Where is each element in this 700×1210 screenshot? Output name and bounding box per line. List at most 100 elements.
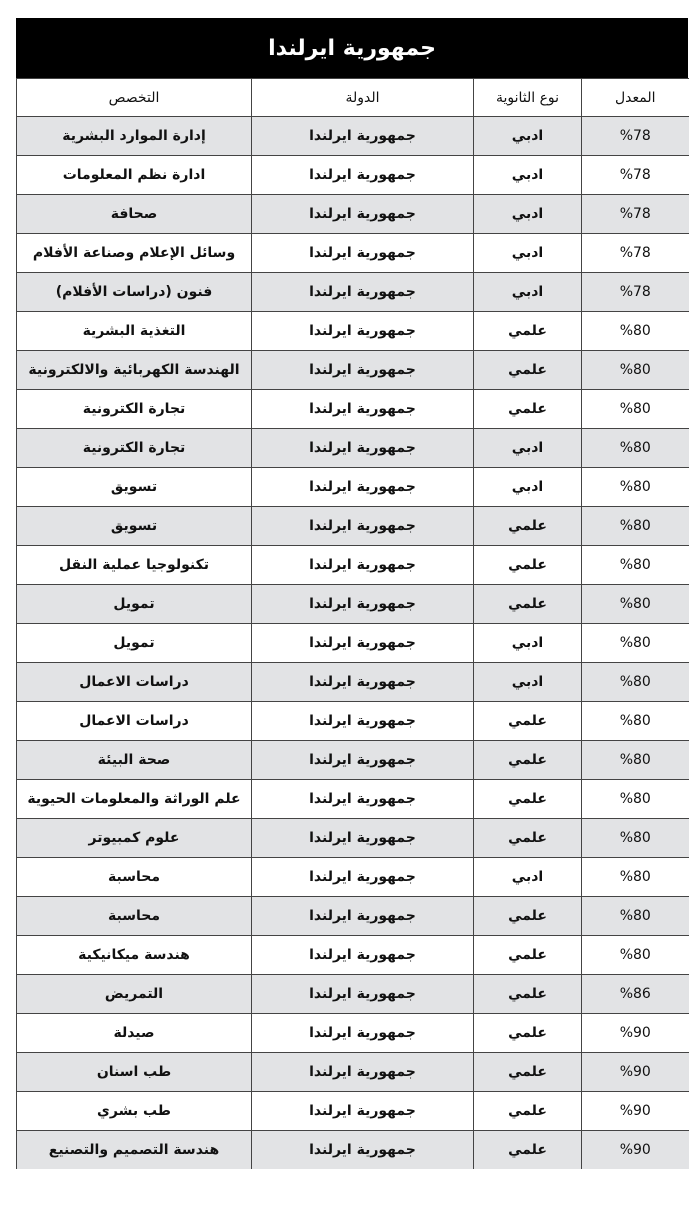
header-country: الدولة — [251, 78, 474, 117]
rate-cell: %80 — [581, 506, 689, 546]
major-cell: دراسات الاعمال — [16, 701, 252, 741]
rate-cell: %80 — [581, 701, 689, 741]
school-type-cell: ادبي — [473, 272, 582, 312]
school-type-cell: علمي — [473, 1052, 582, 1092]
country-cell: جمهورية ايرلندا — [251, 740, 474, 780]
school-type-cell: علمي — [473, 1013, 582, 1053]
rate-cell: %80 — [581, 740, 689, 780]
table-row: %80 علمي جمهورية ايرلندا صحة البيئة — [16, 740, 689, 780]
rate-cell: %80 — [581, 779, 689, 819]
rate-cell: %80 — [581, 350, 689, 390]
country-cell: جمهورية ايرلندا — [251, 350, 474, 390]
school-type-cell: علمي — [473, 818, 582, 858]
country-cell: جمهورية ايرلندا — [251, 1130, 474, 1169]
country-cell: جمهورية ايرلندا — [251, 584, 474, 624]
table-row: %80 علمي جمهورية ايرلندا تكنولوجيا عملية ال… — [16, 545, 689, 585]
major-cell: طب بشري — [16, 1091, 252, 1131]
country-cell: جمهورية ايرلندا — [251, 233, 474, 273]
rate-cell: %78 — [581, 155, 689, 195]
country-cell: جمهورية ايرلندا — [251, 155, 474, 195]
rate-cell: %80 — [581, 818, 689, 858]
major-cell: دراسات الاعمال — [16, 662, 252, 702]
country-cell: جمهورية ايرلندا — [251, 428, 474, 468]
rate-cell: %80 — [581, 896, 689, 936]
rate-cell: %86 — [581, 974, 689, 1014]
major-cell: طب اسنان — [16, 1052, 252, 1092]
rate-cell: %80 — [581, 545, 689, 585]
country-cell: جمهورية ايرلندا — [251, 389, 474, 429]
country-cell: جمهورية ايرلندا — [251, 272, 474, 312]
rate-cell: %78 — [581, 272, 689, 312]
table-row: %80 ادبي جمهورية ايرلندا تمويل — [16, 623, 689, 663]
major-cell: صحة البيئة — [16, 740, 252, 780]
school-type-cell: ادبي — [473, 623, 582, 663]
table-row: %80 علمي جمهورية ايرلندا علم الوراثة والمعل… — [16, 779, 689, 819]
school-type-cell: علمي — [473, 506, 582, 546]
school-type-cell: علمي — [473, 974, 582, 1014]
country-cell: جمهورية ايرلندا — [251, 194, 474, 234]
rate-cell: %80 — [581, 935, 689, 975]
major-cell: صحافة — [16, 194, 252, 234]
table-row: %78 ادبي جمهورية ايرلندا وسائل الإعلام وصنا… — [16, 233, 689, 273]
country-cell: جمهورية ايرلندا — [251, 116, 474, 156]
major-cell: تجارة الكترونية — [16, 428, 252, 468]
school-type-cell: ادبي — [473, 155, 582, 195]
major-cell: تمويل — [16, 584, 252, 624]
school-type-cell: ادبي — [473, 194, 582, 234]
major-cell: ادارة نظم المعلومات — [16, 155, 252, 195]
header-major: التخصص — [16, 78, 252, 117]
rate-cell: %80 — [581, 389, 689, 429]
table-row: %80 ادبي جمهورية ايرلندا دراسات الاعمال — [16, 662, 689, 702]
table-row: %80 ادبي جمهورية ايرلندا محاسبة — [16, 857, 689, 897]
school-type-cell: علمي — [473, 389, 582, 429]
major-cell: محاسبة — [16, 857, 252, 897]
table-row: %80 علمي جمهورية ايرلندا هندسة ميكانيكية — [16, 935, 689, 975]
school-type-cell: علمي — [473, 896, 582, 936]
rate-cell: %78 — [581, 194, 689, 234]
rate-cell: %90 — [581, 1052, 689, 1092]
school-type-cell: علمي — [473, 311, 582, 351]
country-cell: جمهورية ايرلندا — [251, 701, 474, 741]
school-type-cell: علمي — [473, 1091, 582, 1131]
rate-cell: %80 — [581, 662, 689, 702]
table-row: %78 ادبي جمهورية ايرلندا فنون (دراسات الأفل… — [16, 272, 689, 312]
country-cell: جمهورية ايرلندا — [251, 857, 474, 897]
header-rate: المعدل — [581, 78, 689, 117]
school-type-cell: ادبي — [473, 428, 582, 468]
table-row: %78 ادبي جمهورية ايرلندا صحافة — [16, 194, 689, 234]
table-row: %90 علمي جمهورية ايرلندا هندسة التصميم والت… — [16, 1130, 689, 1169]
table-row: %78 ادبي جمهورية ايرلندا ادارة نظم المعلوما… — [16, 155, 689, 195]
admissions-table-panel: جمهورية ايرلندا المعدل نوع الثانوية الدو… — [16, 18, 689, 1169]
rate-cell: %78 — [581, 233, 689, 273]
major-cell: هندسة ميكانيكية — [16, 935, 252, 975]
major-cell: تسويق — [16, 506, 252, 546]
header-row: المعدل نوع الثانوية الدولة التخصص — [16, 78, 689, 117]
table-row: %80 ادبي جمهورية ايرلندا تسويق — [16, 467, 689, 507]
country-cell: جمهورية ايرلندا — [251, 506, 474, 546]
school-type-cell: ادبي — [473, 116, 582, 156]
country-cell: جمهورية ايرلندا — [251, 1052, 474, 1092]
major-cell: صيدلة — [16, 1013, 252, 1053]
school-type-cell: علمي — [473, 1130, 582, 1169]
table-row: %90 علمي جمهورية ايرلندا طب اسنان — [16, 1052, 689, 1092]
country-cell: جمهورية ايرلندا — [251, 662, 474, 702]
country-cell: جمهورية ايرلندا — [251, 896, 474, 936]
major-cell: الهندسة الكهربائية والالكترونية — [16, 350, 252, 390]
major-cell: فنون (دراسات الأفلام) — [16, 272, 252, 312]
rate-cell: %90 — [581, 1091, 689, 1131]
major-cell: تكنولوجيا عملية النقل — [16, 545, 252, 585]
school-type-cell: علمي — [473, 584, 582, 624]
major-cell: التمريض — [16, 974, 252, 1014]
school-type-cell: ادبي — [473, 662, 582, 702]
table-row: %80 علمي جمهورية ايرلندا الهندسة الكهربائية… — [16, 350, 689, 390]
table-row: %80 علمي جمهورية ايرلندا التغذية البشرية — [16, 311, 689, 351]
table-row: %90 علمي جمهورية ايرلندا طب بشري — [16, 1091, 689, 1131]
country-cell: جمهورية ايرلندا — [251, 623, 474, 663]
table-row: %80 ادبي جمهورية ايرلندا تجارة الكترونية — [16, 428, 689, 468]
country-cell: جمهورية ايرلندا — [251, 467, 474, 507]
rate-cell: %80 — [581, 584, 689, 624]
major-cell: تسويق — [16, 467, 252, 507]
country-cell: جمهورية ايرلندا — [251, 545, 474, 585]
school-type-cell: علمي — [473, 545, 582, 585]
school-type-cell: ادبي — [473, 467, 582, 507]
